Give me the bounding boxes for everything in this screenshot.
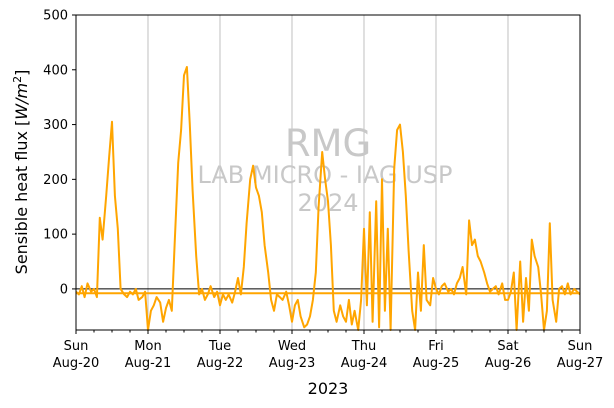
y-tick-label: 500 xyxy=(43,9,68,24)
y-axis-ticks: 0 100 200 300 400 500 xyxy=(43,9,76,297)
x-tick-label-day: Tue xyxy=(208,339,231,354)
x-tick-label-day: Fri xyxy=(428,339,444,354)
x-tick-label-date: Aug-20 xyxy=(53,356,100,371)
x-tick-label-day: Sun xyxy=(568,339,593,354)
x-tick-label-date: Aug-21 xyxy=(125,356,172,371)
y-tick-label: 400 xyxy=(43,63,68,78)
x-tick-label-date: Aug-25 xyxy=(413,356,460,371)
x-tick-label-day: Sat xyxy=(497,339,518,354)
watermark-line1: RMG xyxy=(285,122,371,165)
y-axis-label-unit: W/m xyxy=(12,83,31,120)
x-tick-label-date: Aug-26 xyxy=(485,356,532,371)
x-tick-label-date: Aug-23 xyxy=(269,356,316,371)
x-tick-label-date: Aug-22 xyxy=(197,356,244,371)
y-tick-label: 200 xyxy=(43,173,68,188)
x-tick-label-date: Aug-27 xyxy=(557,356,604,371)
y-axis-label-suffix: ] xyxy=(12,70,31,76)
vertical-gridlines xyxy=(147,15,509,330)
x-tick-label-day: Thu xyxy=(351,339,376,354)
x-axis-label: 2023 xyxy=(308,379,349,398)
y-axis-label: Sensible heat flux [W/m2] xyxy=(11,70,32,275)
y-tick-label: 0 xyxy=(60,282,68,297)
x-tick-label-day: Sun xyxy=(64,339,89,354)
x-axis-ticks: Sun Aug-20 Mon Aug-21 Tue Aug-22 Wed Aug-23 Thu A… xyxy=(53,330,604,371)
sensible-heat-flux-line xyxy=(75,66,581,331)
x-tick-label-day: Wed xyxy=(278,339,306,354)
x-tick-label-date: Aug-24 xyxy=(341,356,388,371)
y-axis-label-prefix: Sensible heat flux [ xyxy=(12,120,31,275)
y-tick-label: 100 xyxy=(43,228,68,243)
y-tick-label: 300 xyxy=(43,118,68,133)
y-axis-label-exponent: 2 xyxy=(11,76,24,83)
x-tick-label-day: Mon xyxy=(134,339,161,354)
